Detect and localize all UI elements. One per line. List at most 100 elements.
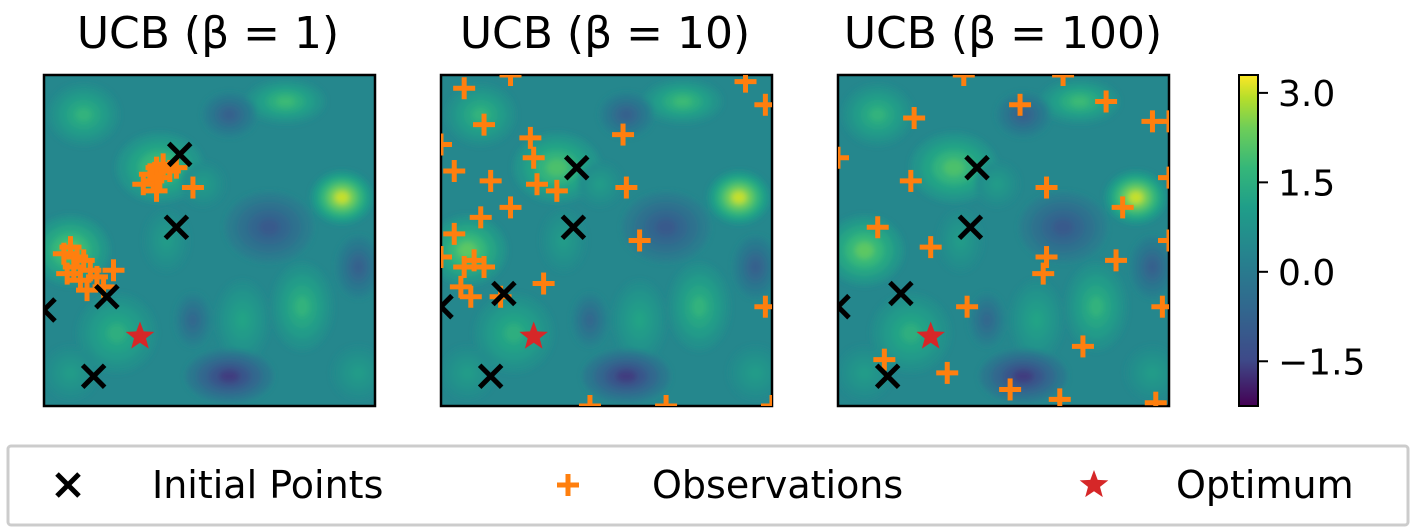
contour-region	[943, 159, 965, 177]
observation-marker	[1095, 90, 1118, 113]
contour-region	[334, 191, 350, 204]
contour-region	[869, 107, 887, 123]
contour-region	[1069, 96, 1090, 107]
contour-region	[672, 96, 693, 107]
observation-marker	[1052, 75, 1075, 86]
observation-marker	[473, 113, 496, 136]
contour-region	[546, 159, 568, 177]
contour-region	[1145, 366, 1159, 380]
contour-region	[594, 178, 606, 190]
initial-point-marker	[163, 214, 190, 241]
initial-point-marker	[441, 293, 454, 320]
panel-2: UCB (β = 10)	[439, 8, 774, 408]
contour-field	[441, 75, 772, 406]
contour-region	[731, 191, 747, 204]
observation-marker	[1035, 176, 1058, 199]
contour-region	[619, 109, 633, 121]
observation-marker	[1032, 262, 1055, 285]
observation-marker	[899, 169, 922, 192]
observation-marker	[56, 262, 79, 285]
observation-marker	[545, 179, 568, 202]
observation-marker	[532, 272, 555, 295]
observation-marker	[1035, 246, 1058, 269]
legend-item: Initial Points	[55, 463, 383, 507]
observation-marker	[443, 222, 466, 245]
observation-marker	[1048, 388, 1071, 406]
observation-marker	[499, 75, 522, 86]
colorbar-tick-label: 1.5	[1278, 163, 1335, 204]
contour-region	[351, 366, 365, 380]
observation-marker	[873, 348, 896, 371]
observation-marker	[952, 75, 975, 86]
initial-point-marker	[94, 284, 120, 310]
observation-marker	[578, 395, 601, 406]
panel-frame	[439, 73, 774, 408]
contour-region	[258, 218, 280, 236]
observation-marker	[1158, 166, 1169, 189]
observation-marker	[1071, 335, 1094, 358]
observation-marker	[866, 216, 889, 239]
contour-region	[461, 366, 474, 380]
panel-title: UCB (β = 10)	[460, 8, 750, 59]
contour-region	[472, 107, 490, 123]
contour-region	[750, 259, 761, 275]
observation-marker	[612, 123, 635, 146]
contour-region	[1052, 218, 1074, 236]
legend-marker-star	[1079, 470, 1109, 498]
initial-point-marker	[477, 363, 504, 389]
optimum-marker	[519, 321, 548, 349]
contour-region	[633, 310, 647, 330]
initial-point-marker	[80, 363, 107, 389]
observation-marker	[903, 107, 926, 130]
optimum-marker	[916, 321, 945, 349]
observation-marker	[145, 179, 168, 202]
observation-marker	[441, 246, 452, 269]
contour-region	[1030, 310, 1044, 330]
contour-region	[1088, 295, 1104, 318]
observation-marker	[956, 295, 979, 318]
panel-title: UCB (β = 100)	[844, 8, 1162, 59]
contour-region	[858, 366, 871, 380]
contour-region	[691, 295, 707, 318]
observation-marker	[459, 285, 482, 308]
colorbar-tick-label: 0.0	[1278, 253, 1335, 294]
contour-region	[1147, 259, 1158, 275]
contour-region	[188, 313, 198, 327]
contour-region	[655, 218, 677, 236]
legend: Initial Points Observations Optimum	[6, 444, 1410, 527]
observation-marker	[1158, 229, 1169, 252]
contour-region	[222, 109, 236, 121]
initial-point-marker	[874, 363, 901, 389]
initial-point-marker	[563, 154, 590, 181]
contour-region	[504, 323, 524, 343]
legend-item: Optimum	[1079, 463, 1354, 507]
contour-region	[1128, 191, 1144, 204]
observation-marker	[443, 159, 466, 182]
observation-marker	[473, 255, 496, 278]
observation-marker	[52, 242, 75, 265]
contour-region	[64, 366, 77, 380]
legend-label: Optimum	[1176, 463, 1354, 507]
observation-marker	[181, 176, 204, 199]
panel-3: UCB (β = 100)	[836, 8, 1171, 408]
colorbar-tick-label: 3.0	[1278, 74, 1335, 115]
contour-region	[585, 313, 595, 327]
observation-marker	[1158, 110, 1169, 133]
observation-marker	[1111, 196, 1134, 219]
contour-region	[982, 313, 992, 327]
contour-region	[236, 310, 250, 330]
observation-marker	[441, 133, 452, 156]
initial-point-marker	[888, 280, 914, 307]
panel-title: UCB (β = 1)	[77, 8, 339, 59]
observation-marker	[919, 236, 942, 259]
colorbar-ticks: 3.0 1.5 0.0 −1.5	[1258, 74, 1365, 383]
panels: UCB (β = 1) UCB (β = 10) UCB (β = 100)	[42, 8, 1171, 408]
observation-marker	[76, 279, 99, 302]
contour-field	[838, 75, 1169, 406]
contour-region	[901, 323, 921, 343]
observation-marker	[754, 93, 772, 116]
initial-point-marker	[560, 214, 587, 241]
observation-marker	[999, 378, 1022, 401]
initial-point-marker	[166, 141, 193, 168]
